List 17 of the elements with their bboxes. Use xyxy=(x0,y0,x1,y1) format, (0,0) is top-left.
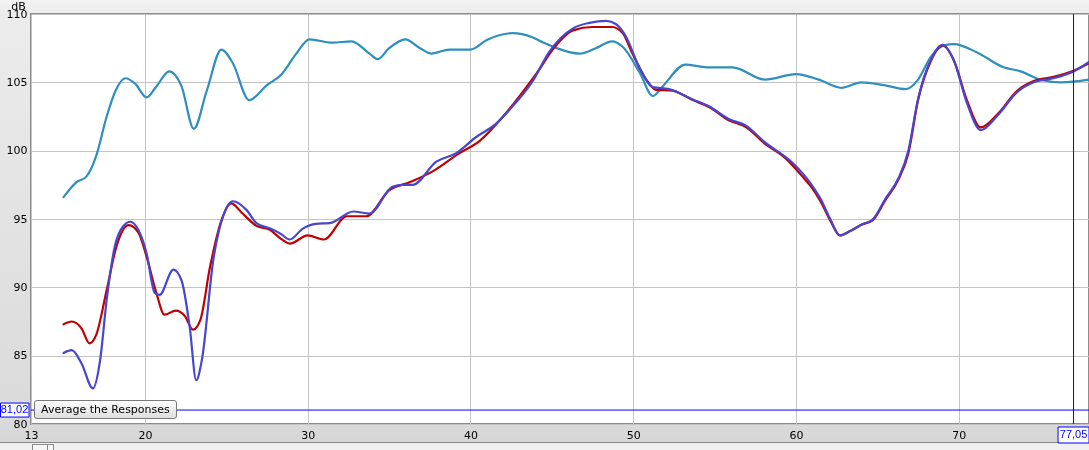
x-tick-label: 50 xyxy=(626,428,641,442)
y-tick-label: 105 xyxy=(6,75,28,89)
x-tick-label: 30 xyxy=(301,428,316,442)
x-tick-label: 70 xyxy=(952,428,967,442)
y-tick-label: 100 xyxy=(6,144,28,158)
y-tick-label: 85 xyxy=(13,349,28,363)
x-tick-label: 13 xyxy=(24,428,39,442)
ref-line-label: 77,05 xyxy=(1059,428,1088,440)
y-tick-label: 95 xyxy=(13,212,28,226)
x-tick-label: 20 xyxy=(138,428,153,442)
y-tick-label: 90 xyxy=(13,280,28,294)
ref-line-label: 81,02 xyxy=(0,403,29,416)
y-tick-label: 80 xyxy=(13,417,28,431)
button: Average the Responses xyxy=(34,400,177,419)
x-tick-label: 40 xyxy=(463,428,478,442)
x-tick-label: 60 xyxy=(789,428,804,442)
line-series xyxy=(62,32,1089,199)
